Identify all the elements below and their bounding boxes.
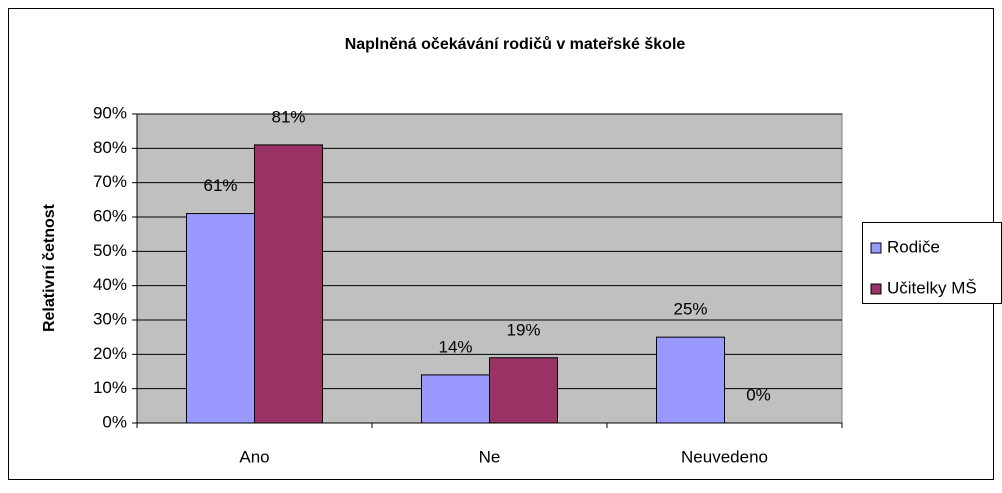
value-label: 81% xyxy=(271,107,305,126)
legend-swatch xyxy=(870,283,882,295)
y-tick-label: 90% xyxy=(93,103,127,122)
legend-swatch xyxy=(870,242,882,254)
bar xyxy=(421,374,490,424)
value-label: 61% xyxy=(203,176,237,195)
value-label: 19% xyxy=(506,320,540,339)
legend-label: Učitelky MŠ xyxy=(887,278,977,297)
y-tick-label: 60% xyxy=(93,206,127,225)
x-tick-label: Neuvedeno xyxy=(681,447,768,466)
value-label: 14% xyxy=(438,337,472,356)
legend-box xyxy=(862,222,1002,304)
chart-title: Naplněná očekávání rodičů v mateřské ško… xyxy=(345,36,686,53)
bar xyxy=(254,144,323,424)
y-tick-label: 30% xyxy=(93,309,127,328)
y-axis-label: Relativní četnost xyxy=(41,203,58,332)
y-tick-label: 20% xyxy=(93,344,127,363)
value-label: 0% xyxy=(746,385,771,404)
y-tick-label: 10% xyxy=(93,378,127,397)
bar xyxy=(656,336,725,424)
bar xyxy=(186,213,255,424)
legend-label: Rodiče xyxy=(887,237,940,256)
x-tick-label: Ne xyxy=(479,447,501,466)
y-tick-label: 70% xyxy=(93,172,127,191)
x-tick-label: Ano xyxy=(239,447,269,466)
y-tick-label: 0% xyxy=(102,412,127,431)
bar xyxy=(489,357,558,424)
y-tick-label: 40% xyxy=(93,275,127,294)
value-label: 25% xyxy=(673,300,707,319)
y-tick-label: 50% xyxy=(93,241,127,260)
y-tick-label: 80% xyxy=(93,138,127,157)
